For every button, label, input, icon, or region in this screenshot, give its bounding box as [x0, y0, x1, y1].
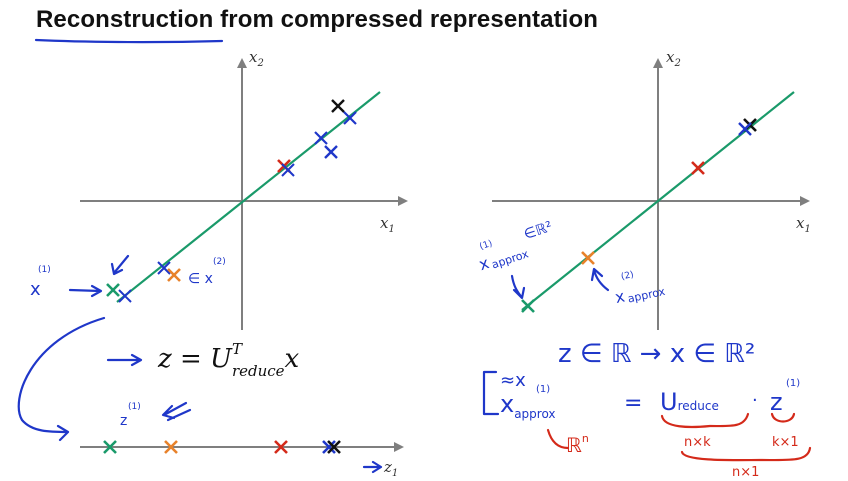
- mapping-text: z ∈ ℝ → x ∈ ℝ²: [558, 339, 755, 369]
- z1-arrow-note: [362, 460, 383, 474]
- left-point-blue-2: [314, 131, 328, 145]
- left-point-blue-5: [157, 261, 171, 275]
- note-x1-sup: (1): [38, 265, 51, 275]
- note-z1-label: z: [120, 413, 127, 429]
- equation-text: z = UT reducex: [157, 340, 300, 380]
- right-x1-arrowhead: [800, 196, 810, 206]
- right-point-red: [691, 161, 705, 175]
- recon-lhs-sup: (1): [536, 384, 550, 395]
- left-point-blue-4: [281, 163, 295, 177]
- note-xapprox1-arrow: [510, 274, 526, 300]
- right-point-orange: [581, 251, 595, 265]
- svg-text:x: x: [613, 286, 626, 307]
- dim-k1: k×1: [772, 435, 799, 450]
- svg-text:approx: approx: [627, 285, 667, 306]
- svg-text:approx: approx: [490, 247, 531, 271]
- slide-title: Reconstruction from compressed represent…: [36, 6, 598, 33]
- right-x1-label: x1: [796, 214, 811, 235]
- right-plot: x2 x1 x approx (1) ∈ℝ²: [476, 48, 811, 330]
- z-point-red: [274, 440, 288, 454]
- left-x1-arrowhead: [398, 196, 408, 206]
- left-plot: x2 x1: [17, 48, 408, 442]
- svg-text:(1): (1): [478, 239, 493, 252]
- left-point-blue-1: [343, 111, 357, 125]
- left-x2-arrowhead: [237, 58, 247, 68]
- z1-label: z1: [383, 458, 398, 479]
- set-rn: ℝn: [566, 432, 589, 457]
- brace-total: [680, 446, 812, 462]
- recon-z-sup: (1): [786, 378, 800, 389]
- left-point-blue-6: [118, 289, 132, 303]
- approx-symbol: ≈x: [500, 370, 526, 391]
- left-point-green: [106, 283, 120, 297]
- dim-n1: n×1: [732, 465, 759, 480]
- left-point-blue-3: [324, 145, 338, 159]
- brace-z: [770, 412, 796, 423]
- note-x2-sup: (2): [213, 257, 226, 267]
- note-z1-sup: (1): [128, 402, 141, 412]
- projection-equation: z = UT reducex: [106, 340, 300, 380]
- right-x2-label: x2: [666, 48, 681, 69]
- left-point-black: [331, 99, 345, 113]
- recon-dot: ·: [752, 390, 758, 411]
- note-x1-label: x: [30, 279, 41, 300]
- z1-axis-plot: z1 z (1): [80, 401, 404, 479]
- equation-arrow: [106, 353, 143, 367]
- note-down-arrow: [110, 254, 130, 276]
- left-x2-label: x2: [249, 48, 264, 69]
- svg-text:∈ℝ²: ∈ℝ²: [522, 219, 554, 243]
- recon-lhs: xapprox: [500, 390, 556, 421]
- svg-text:x: x: [476, 253, 491, 274]
- right-x2-arrowhead: [653, 58, 663, 68]
- recon-z: z: [770, 388, 783, 416]
- z-point-blue: [322, 440, 336, 454]
- z-point-orange: [164, 440, 178, 454]
- right-point-blue: [738, 122, 752, 136]
- z-point-green: [103, 440, 117, 454]
- note-x1-arrow: [68, 284, 103, 298]
- bracket: [482, 370, 500, 416]
- note-z1-arrow: [161, 401, 192, 422]
- right-projection-line: [521, 91, 795, 311]
- left-projection-line: [116, 91, 381, 303]
- brace-u: [660, 412, 750, 429]
- right-point-green: [521, 299, 535, 313]
- note-xapprox1: x approx (1) ∈ℝ²: [476, 219, 554, 274]
- recon-equals: =: [624, 391, 642, 416]
- note-xapprox2-arrow: [590, 267, 610, 292]
- recon-u: Ureduce: [660, 388, 719, 416]
- left-point-orange: [167, 268, 181, 282]
- z1-arrowhead: [394, 442, 404, 452]
- note-x2-label: ∈ x: [188, 271, 213, 287]
- title-underline: [34, 38, 224, 44]
- rn-hook: [546, 428, 570, 450]
- left-x1-label: x1: [380, 214, 395, 235]
- note-projection-curve-arrow: [17, 316, 106, 442]
- z-point-black: [327, 440, 341, 454]
- dim-nk: n×k: [684, 435, 711, 450]
- reconstruction-formula: z ∈ ℝ → x ∈ ℝ² ≈x xapprox (1) = Ureduce …: [482, 339, 812, 480]
- svg-text:(2): (2): [620, 270, 635, 282]
